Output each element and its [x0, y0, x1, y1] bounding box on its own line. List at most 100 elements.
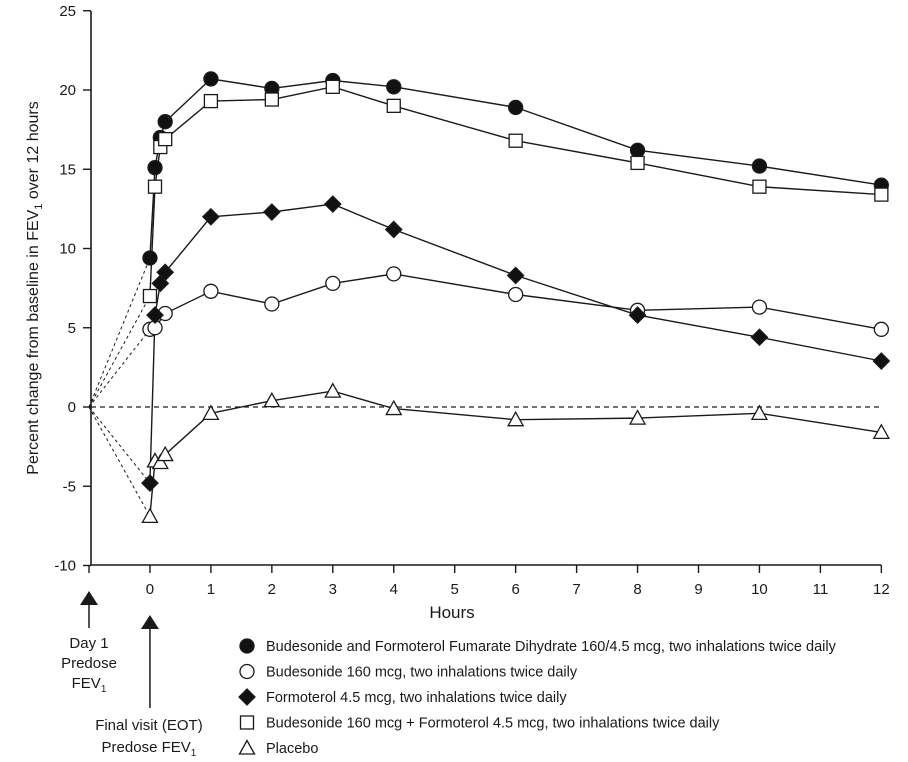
- marker-open-triangle: [238, 739, 256, 755]
- marker-filled-diamond: [384, 220, 403, 239]
- day1-arrow-head: [80, 591, 98, 605]
- marker-filled-diamond: [238, 688, 256, 706]
- marker-open-square: [630, 155, 645, 171]
- marker-filled-circle: [203, 71, 219, 87]
- legend: Budesonide and Formoterol Fumarate Dihyd…: [238, 638, 837, 757]
- marker-open-triangle: [507, 410, 525, 427]
- marker-filled-diamond: [323, 195, 342, 214]
- marker-filled-diamond: [506, 266, 525, 285]
- y-axis-title: Percent change from baseline in FEV1 ove…: [25, 101, 45, 474]
- marker-open-circle: [239, 663, 255, 680]
- series-line-5: [149, 390, 882, 517]
- day1-predose-label: Day 1: [69, 635, 108, 652]
- x-tick-label: 3: [329, 581, 337, 598]
- predose-connector: [88, 406, 151, 517]
- marker-filled-diamond: [141, 474, 159, 492]
- marker-open-triangle: [202, 404, 220, 420]
- x-tick-label: 5: [451, 581, 459, 598]
- marker-open-square: [158, 131, 173, 147]
- y-tick-label: 25: [59, 3, 76, 20]
- final-visit-predose-label: Final visit (EOT): [95, 717, 203, 734]
- y-tick-label: 5: [68, 320, 76, 337]
- y-tick-label: -10: [54, 558, 76, 575]
- marker-open-triangle: [151, 453, 169, 470]
- marker-filled-diamond: [146, 306, 164, 324]
- x-tick-label: 7: [572, 581, 580, 598]
- legend-label: Formoterol 4.5 mcg, two inhalations twic…: [266, 690, 567, 706]
- marker-filled-diamond: [750, 328, 769, 347]
- marker-filled-circle: [239, 638, 255, 654]
- marker-open-circle: [873, 321, 889, 337]
- marker-open-square: [325, 79, 340, 94]
- y-tick-label: -5: [63, 478, 76, 495]
- y-tick-label: 0: [68, 399, 76, 416]
- legend-label: Budesonide 160 mcg + Formoterol 4.5 mcg,…: [266, 716, 720, 732]
- x-tick-label: 6: [511, 581, 519, 598]
- series-line-4: [149, 86, 882, 297]
- marker-open-square: [874, 187, 889, 202]
- marker-filled-circle: [629, 142, 646, 158]
- day1-predose-label: Predose: [61, 655, 117, 672]
- marker-open-square: [239, 715, 255, 730]
- y-tick-label: 15: [59, 161, 76, 178]
- marker-filled-circle: [751, 158, 768, 174]
- x-axis-title: Hours: [429, 603, 474, 622]
- series-line-3: [149, 203, 882, 484]
- marker-open-circle: [203, 283, 219, 299]
- legend-label: Budesonide 160 mcg, two inhalations twic…: [266, 665, 578, 681]
- marker-open-triangle: [628, 409, 647, 425]
- predose-connector: [88, 406, 151, 484]
- marker-open-square: [386, 98, 401, 113]
- marker-open-square: [508, 133, 523, 148]
- x-tick-label: 2: [268, 581, 276, 598]
- x-tick-label: 0: [146, 581, 154, 598]
- day1-predose-label: FEV1: [72, 675, 107, 695]
- marker-open-square: [203, 93, 219, 109]
- marker-filled-circle: [147, 160, 163, 176]
- x-tick-label: 12: [873, 581, 890, 598]
- predose-connectors: [88, 257, 151, 517]
- marker-filled-diamond: [628, 306, 647, 324]
- legend-item: Placebo: [238, 739, 318, 757]
- legend-item: Formoterol 4.5 mcg, two inhalations twic…: [238, 688, 567, 706]
- x-tick-label: 8: [633, 581, 641, 598]
- marker-open-square: [264, 92, 280, 107]
- legend-label: Placebo: [266, 741, 318, 757]
- y-tick-label: 20: [59, 82, 76, 99]
- marker-open-triangle: [385, 399, 403, 416]
- marker-open-square: [752, 179, 767, 194]
- marker-filled-diamond: [201, 207, 220, 226]
- marker-open-triangle: [750, 404, 769, 420]
- x-tick-label: 11: [813, 581, 829, 598]
- legend-item: Budesonide 160 mcg, two inhalations twic…: [239, 663, 578, 681]
- marker-filled-circle: [157, 114, 173, 130]
- marker-open-circle: [325, 275, 341, 292]
- marker-open-triangle: [263, 391, 281, 408]
- marker-open-circle: [508, 286, 524, 303]
- marker-open-circle: [264, 296, 280, 312]
- marker-open-triangle: [156, 445, 174, 462]
- predose-connector: [88, 257, 151, 408]
- y-tick-label: 10: [59, 241, 76, 258]
- final-visit-arrow-head: [140, 615, 159, 629]
- legend-item: Budesonide and Formoterol Fumarate Dihyd…: [239, 638, 837, 655]
- marker-open-triangle: [141, 507, 159, 524]
- x-tick-label: 10: [751, 581, 768, 598]
- marker-filled-diamond: [156, 263, 175, 282]
- marker-open-triangle: [872, 423, 890, 440]
- marker-open-circle: [386, 266, 402, 282]
- x-tick-label: 4: [390, 581, 398, 598]
- predose-connector: [88, 329, 151, 408]
- markers: [141, 71, 891, 524]
- x-tick-label: 9: [694, 581, 702, 598]
- x-tick-label: 1: [207, 581, 215, 598]
- annotations: Day 1 Predose FEV1 Final visit (EOT) Predose…: [61, 591, 203, 759]
- marker-open-triangle: [324, 382, 342, 398]
- final-visit-predose-label: Predose FEV1: [102, 739, 197, 759]
- legend-item: Budesonide 160 mcg + Formoterol 4.5 mcg,…: [239, 715, 720, 732]
- legend-label: Budesonide and Formoterol Fumarate Dihyd…: [266, 639, 837, 655]
- marker-open-square: [142, 288, 158, 304]
- marker-open-circle: [751, 299, 768, 315]
